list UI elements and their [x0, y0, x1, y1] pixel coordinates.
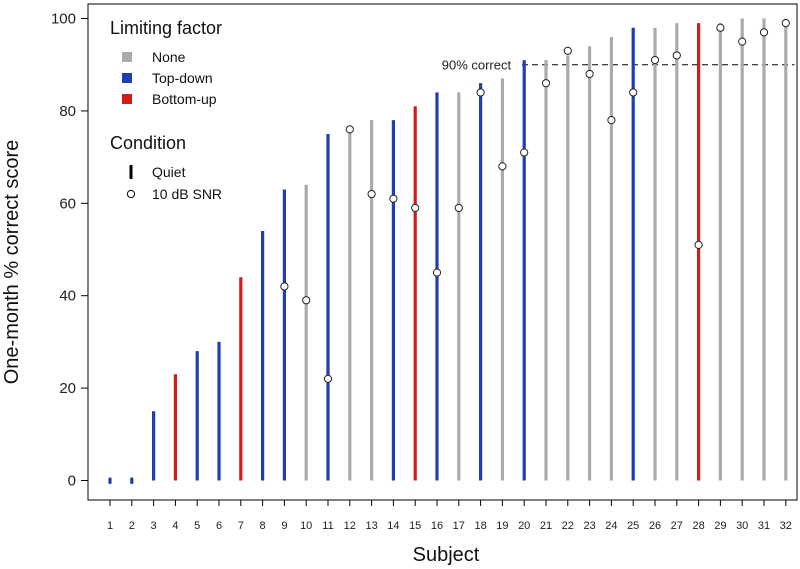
x-tick-label-31: 31 — [758, 520, 770, 532]
x-tick-label-2: 2 — [129, 520, 135, 532]
x-tick-label-21: 21 — [540, 520, 552, 532]
snr-point-subject-10 — [302, 296, 311, 305]
snr-point-subject-29 — [716, 23, 725, 32]
x-tick-label-14: 14 — [387, 520, 399, 532]
legend-title-condition: Condition — [110, 133, 186, 153]
x-tick-label-28: 28 — [692, 520, 704, 532]
legend-label-10db-snr: 10 dB SNR — [152, 186, 222, 202]
legend-label-none: None — [152, 49, 186, 65]
x-tick-label-5: 5 — [194, 520, 200, 532]
x-tick-label-9: 9 — [281, 520, 287, 532]
x-tick-label-25: 25 — [627, 520, 639, 532]
snr-point-subject-31 — [759, 28, 769, 37]
x-tick-label-10: 10 — [300, 520, 312, 532]
y-tick-label-20: 20 — [59, 380, 76, 397]
legend-swatch-none — [122, 52, 132, 62]
x-tick-label-17: 17 — [453, 520, 465, 532]
snr-point-subject-11 — [323, 374, 333, 383]
x-tick-label-30: 30 — [736, 520, 748, 532]
reference-line-label: 90% correct — [442, 58, 512, 73]
x-tick-label-7: 7 — [238, 520, 244, 532]
snr-point-subject-20 — [520, 148, 529, 157]
x-tick-label-8: 8 — [260, 520, 266, 532]
legend-symbol-10db-snr — [126, 189, 136, 199]
snr-point-subject-24 — [607, 116, 616, 125]
x-tick-label-22: 22 — [562, 520, 574, 532]
snr-point-subject-15 — [411, 203, 420, 213]
legend-swatch-bottom-up — [122, 94, 132, 104]
y-tick-label-40: 40 — [59, 288, 76, 305]
legend: Limiting factor None Top-down Bottom-up … — [110, 18, 222, 202]
x-tick-label-1: 1 — [107, 520, 113, 532]
snr-point-subject-22 — [563, 46, 572, 55]
y-tick-label-60: 60 — [59, 195, 76, 212]
legend-swatch-top-down — [122, 73, 132, 83]
x-tick-label-19: 19 — [496, 520, 508, 532]
snr-point-subject-25 — [629, 88, 638, 97]
snr-point-subject-9 — [280, 282, 289, 291]
x-tick-label-20: 20 — [518, 520, 530, 532]
x-tick-label-18: 18 — [474, 520, 486, 532]
x-tick-label-27: 27 — [671, 520, 683, 532]
x-tick-label-13: 13 — [365, 520, 377, 532]
x-tick-label-29: 29 — [714, 520, 726, 532]
x-tick-label-12: 12 — [344, 520, 356, 532]
x-tick-label-24: 24 — [605, 520, 617, 532]
snr-point-subject-14 — [389, 194, 398, 203]
x-axis-title: Subject — [413, 544, 480, 566]
legend-label-top-down: Top-down — [152, 70, 213, 86]
y-tick-label-100: 100 — [51, 11, 76, 28]
snr-point-subject-32 — [781, 19, 790, 28]
snr-point-subject-17 — [454, 203, 463, 213]
snr-point-subject-21 — [541, 79, 551, 88]
x-tick-label-6: 6 — [216, 520, 222, 532]
snr-point-subject-27 — [672, 51, 681, 60]
plot-frame — [87, 3, 798, 501]
x-tick-label-32: 32 — [780, 520, 792, 532]
x-tick-label-23: 23 — [583, 520, 595, 532]
legend-title-limiting-factor: Limiting factor — [110, 18, 222, 38]
legend-label-bottom-up: Bottom-up — [152, 91, 217, 107]
y-tick-label-80: 80 — [59, 103, 76, 120]
y-axis-title: One-month % correct score — [1, 140, 23, 385]
x-tick-label-4: 4 — [172, 520, 178, 532]
y-tick-label-0: 0 — [68, 473, 76, 490]
snr-point-subject-23 — [585, 69, 594, 79]
x-tick-label-15: 15 — [409, 520, 421, 532]
legend-label-quiet: Quiet — [152, 164, 186, 180]
snr-point-subject-26 — [650, 55, 660, 65]
x-tick-label-16: 16 — [431, 520, 443, 532]
snr-point-subject-28 — [694, 240, 703, 249]
snr-point-subject-16 — [432, 268, 442, 277]
x-tick-label-26: 26 — [649, 520, 661, 532]
snr-point-subject-12 — [345, 125, 354, 134]
x-tick-label-3: 3 — [151, 520, 157, 532]
x-tick-label-11: 11 — [322, 520, 333, 532]
snr-point-subject-30 — [738, 37, 747, 46]
snr-point-subject-19 — [498, 162, 507, 171]
snr-point-subject-18 — [476, 88, 485, 97]
snr-point-subject-13 — [367, 189, 376, 199]
